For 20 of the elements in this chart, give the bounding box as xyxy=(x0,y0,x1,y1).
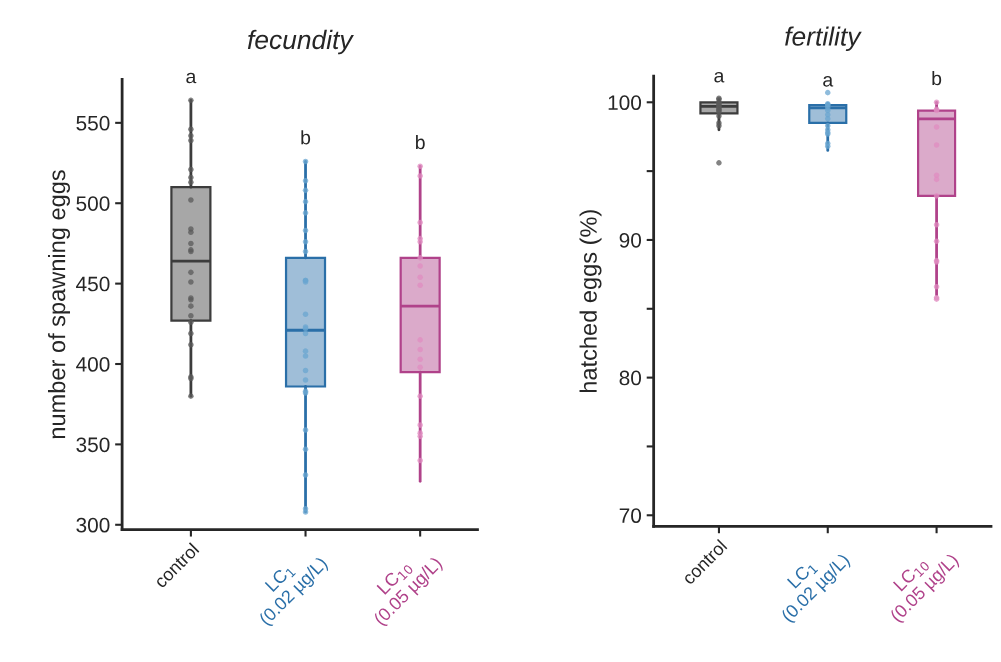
y-axis-title: hatched eggs (%) xyxy=(579,210,602,393)
annotation: a xyxy=(823,76,834,87)
y-tick-label: 300 xyxy=(76,517,110,533)
annotation: b xyxy=(932,71,942,86)
annotation: a xyxy=(186,72,197,84)
annotation: a xyxy=(714,71,725,83)
y-tick-label: 500 xyxy=(76,196,110,211)
y-tick-label: 80 xyxy=(619,370,642,386)
y-tick-label: 100 xyxy=(608,95,642,111)
y-axis-title: number of spawning eggs xyxy=(48,170,71,439)
y-tick-label: 400 xyxy=(76,357,110,372)
y-tick-label: 450 xyxy=(76,276,110,292)
annotation: b xyxy=(416,134,425,150)
chart-title: fecundity xyxy=(247,29,354,55)
annotation: b xyxy=(301,130,311,145)
y-tick-label: 350 xyxy=(76,437,110,453)
y-tick-label: 90 xyxy=(619,232,642,248)
y-tick-label: 70 xyxy=(619,508,642,524)
y-tick-label: 550 xyxy=(76,115,110,131)
chart-title: fertility xyxy=(785,26,862,52)
